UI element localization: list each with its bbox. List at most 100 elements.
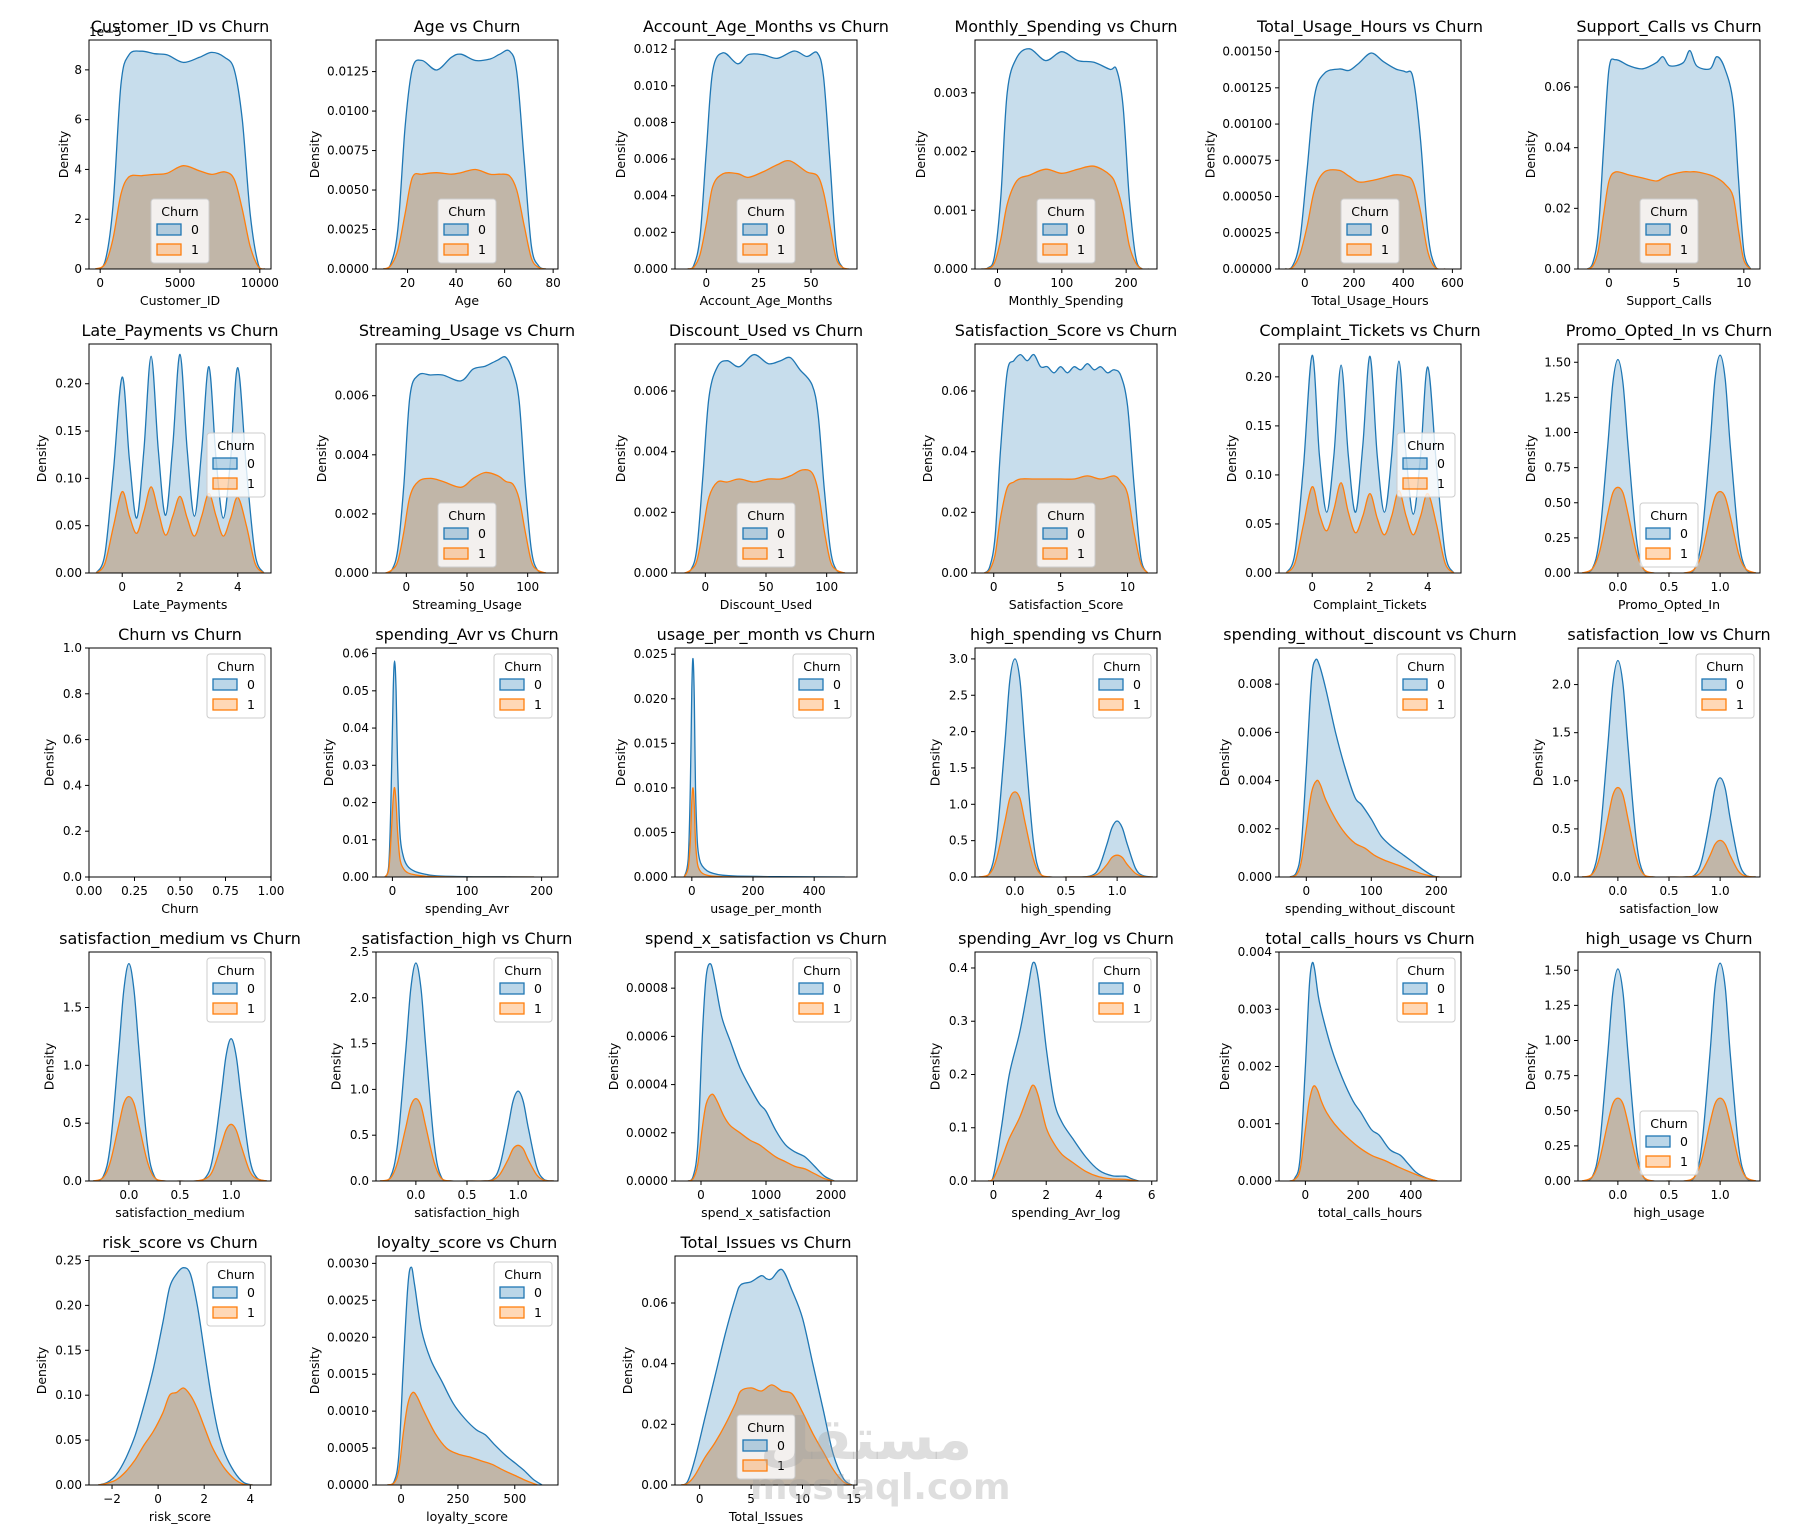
legend-item-churn-1[interactable]: 1 [742,1458,785,1473]
legend[interactable]: Churn 0 1 [1092,957,1152,1023]
legend-item-churn-0[interactable]: 0 [499,981,542,996]
y-tick-label: 0.02 [641,1417,668,1431]
legend[interactable]: Churn 0 1 [1396,432,1456,498]
legend-item-churn-1[interactable]: 1 [443,242,486,257]
legend[interactable]: Churn 0 1 [792,957,852,1023]
legend-item-churn-1[interactable]: 1 [798,697,841,712]
legend-item-churn-0[interactable]: 0 [742,1438,785,1453]
legend-item-churn-0[interactable]: 0 [499,677,542,692]
legend-item-churn-0[interactable]: 0 [1402,677,1445,692]
legend-item-churn-1[interactable]: 1 [499,1001,542,1016]
legend-item-churn-1[interactable]: 1 [1645,242,1688,257]
legend-item-churn-1[interactable]: 1 [1402,697,1445,712]
legend-item-churn-1[interactable]: 1 [1402,476,1445,491]
legend-item-churn-0[interactable]: 0 [156,222,199,237]
legend-item-churn-1[interactable]: 1 [1701,697,1744,712]
legend-item-churn-0[interactable]: 0 [1346,222,1389,237]
kde-overlap-shade [1582,1098,1756,1181]
legend-item-churn-0[interactable]: 0 [742,222,785,237]
legend-label: 1 [534,697,542,712]
legend-box [1340,198,1400,264]
legend-item-churn-1[interactable]: 1 [742,242,785,257]
legend-item-churn-0[interactable]: 0 [1645,526,1688,541]
legend[interactable]: Churn 0 1 [1639,1110,1699,1176]
legend-item-churn-1[interactable]: 1 [212,1305,255,1320]
legend-item-churn-1[interactable]: 1 [499,697,542,712]
subplot-title: Age vs Churn [414,17,521,36]
legend-item-churn-1[interactable]: 1 [1346,242,1389,257]
legend[interactable]: Churn 0 1 [493,1261,553,1327]
legend[interactable]: Churn 0 1 [437,502,497,568]
legend-item-churn-0[interactable]: 0 [1645,222,1688,237]
legend-item-churn-0[interactable]: 0 [443,526,486,541]
legend[interactable]: Churn 0 1 [206,1261,266,1327]
legend[interactable]: Churn 0 1 [736,198,796,264]
legend[interactable]: Churn 0 1 [1695,653,1755,719]
legend-item-churn-1[interactable]: 1 [1098,1001,1141,1016]
legend[interactable]: Churn 0 1 [150,198,210,264]
legend[interactable]: Churn 0 1 [437,198,497,264]
legend-item-churn-0[interactable]: 0 [212,677,255,692]
legend-item-churn-0[interactable]: 0 [443,222,486,237]
legend[interactable]: Churn 0 1 [1036,502,1096,568]
legend-item-churn-0[interactable]: 0 [1098,677,1141,692]
legend[interactable]: Churn 0 1 [1396,957,1456,1023]
y-tick-label: 0.00 [342,870,369,884]
legend[interactable]: Churn 0 1 [1396,653,1456,719]
legend-item-churn-0[interactable]: 0 [212,456,255,471]
legend[interactable]: Churn 0 1 [736,1414,796,1480]
y-tick-label: 0.00075 [1222,153,1272,167]
legend-item-churn-1[interactable]: 1 [443,546,486,561]
legend-item-churn-0[interactable]: 0 [798,981,841,996]
legend[interactable]: Churn 0 1 [1092,653,1152,719]
legend-item-churn-0[interactable]: 0 [1402,981,1445,996]
legend[interactable]: Churn 0 1 [206,432,266,498]
legend-item-churn-0[interactable]: 0 [1402,456,1445,471]
legend-item-churn-0[interactable]: 0 [1098,981,1141,996]
legend-item-churn-1[interactable]: 1 [1042,546,1085,561]
legend-item-churn-0[interactable]: 0 [1042,222,1085,237]
x-axis-label: Customer_ID [140,293,220,308]
legend-item-churn-1[interactable]: 1 [798,1001,841,1016]
x-axis-label: Total_Usage_Hours [1310,293,1428,308]
legend[interactable]: Churn 0 1 [493,653,553,719]
legend[interactable]: Churn 0 1 [206,957,266,1023]
subplot-Age: Age vs Churn 20 40 60 80 Age 0.0000 0.0025 0.005… [307,17,561,308]
legend-item-churn-0[interactable]: 0 [212,1285,255,1300]
kde-area-churn-0 [95,50,265,269]
legend-item-churn-0[interactable]: 0 [798,677,841,692]
legend-item-churn-1[interactable]: 1 [499,1305,542,1320]
kde-line-churn-1 [984,475,1149,573]
legend-item-churn-0[interactable]: 0 [742,526,785,541]
legend[interactable]: Churn 0 1 [493,957,553,1023]
legend-item-churn-0[interactable]: 0 [212,981,255,996]
legend-title: Churn [1706,659,1743,674]
legend-item-churn-0[interactable]: 0 [499,1285,542,1300]
legend-item-churn-0[interactable]: 0 [1645,1134,1688,1149]
legend-item-churn-0[interactable]: 0 [1042,526,1085,541]
kde-overlap-shade [93,1096,267,1181]
legend[interactable]: Churn 0 1 [792,653,852,719]
legend[interactable]: Churn 0 1 [736,502,796,568]
legend-item-churn-1[interactable]: 1 [742,546,785,561]
legend-item-churn-1[interactable]: 1 [1645,546,1688,561]
legend-item-churn-1[interactable]: 1 [156,242,199,257]
legend-swatch [443,223,469,236]
legend-item-churn-1[interactable]: 1 [212,476,255,491]
legend-item-churn-0[interactable]: 0 [1701,677,1744,692]
legend[interactable]: Churn 0 1 [1036,198,1096,264]
legend[interactable]: Churn 0 1 [206,653,266,719]
legend-item-churn-1[interactable]: 1 [212,1001,255,1016]
legend[interactable]: Churn 0 1 [1639,198,1699,264]
legend-item-churn-1[interactable]: 1 [1098,697,1141,712]
legend-item-churn-1[interactable]: 1 [1042,242,1085,257]
kde-line-churn-1 [95,165,265,269]
legend[interactable]: Churn 0 1 [1340,198,1400,264]
legend[interactable]: Churn 0 1 [1639,502,1699,568]
legend-item-churn-1[interactable]: 1 [212,697,255,712]
legend-item-churn-1[interactable]: 1 [1645,1154,1688,1169]
legend-box [206,957,266,1023]
legend-item-churn-1[interactable]: 1 [1402,1001,1445,1016]
y-tick-label: 0.2 [949,1067,968,1081]
